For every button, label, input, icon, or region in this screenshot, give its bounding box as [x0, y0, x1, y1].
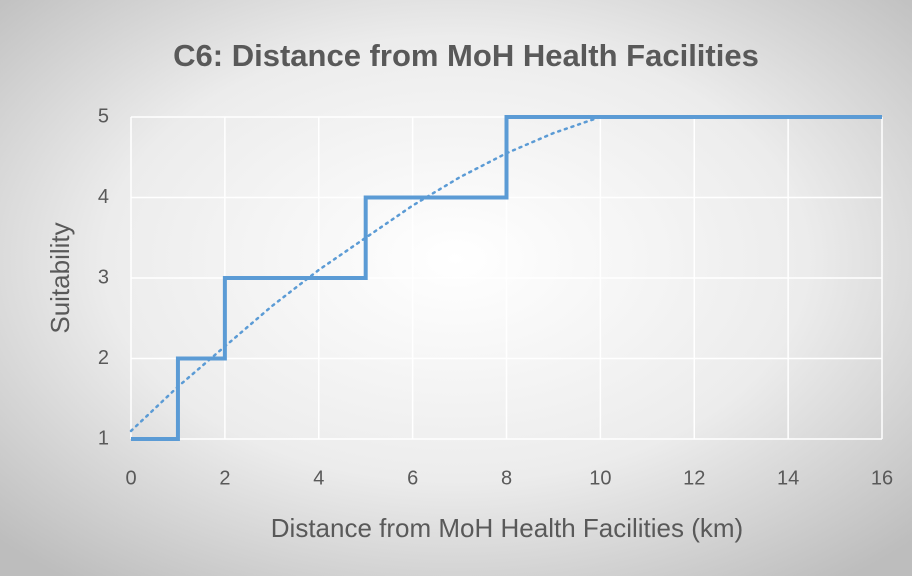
x-tick-label: 2 — [219, 467, 230, 489]
x-tick-label: 14 — [777, 467, 799, 489]
x-tick-label: 0 — [125, 467, 136, 489]
y-tick-label: 4 — [98, 186, 109, 208]
y-tick-label: 2 — [98, 347, 109, 369]
chart-title: C6: Distance from MoH Health Facilities — [173, 38, 759, 73]
x-tick-label: 8 — [501, 467, 512, 489]
x-axis-label: Distance from MoH Health Facilities (km) — [271, 513, 743, 543]
y-tick-label: 1 — [98, 427, 109, 449]
x-tick-label: 16 — [871, 467, 893, 489]
x-tick-label: 10 — [589, 467, 611, 489]
data-line — [131, 115, 882, 441]
y-tick-label: 5 — [98, 105, 109, 127]
trend-line — [129, 115, 602, 433]
x-tick-label: 4 — [313, 467, 324, 489]
y-tick-label: 3 — [98, 266, 109, 288]
y-axis-label: Suitability — [45, 222, 75, 333]
x-tick-label: 12 — [683, 467, 705, 489]
x-tick-label: 6 — [407, 467, 418, 489]
